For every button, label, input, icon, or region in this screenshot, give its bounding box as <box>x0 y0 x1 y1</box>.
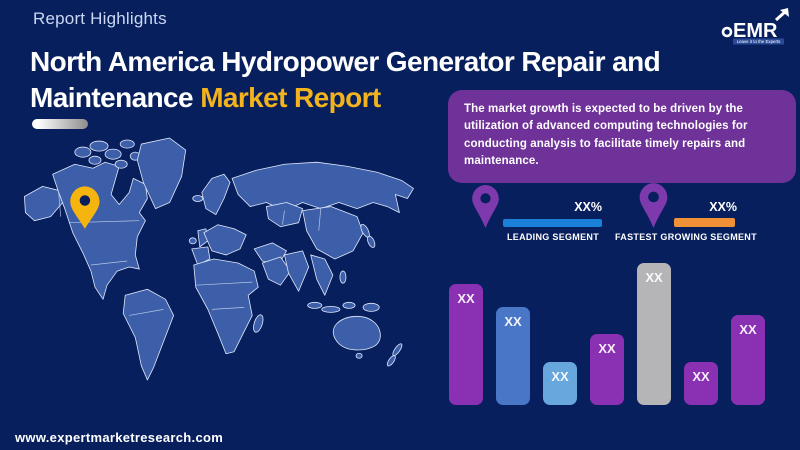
bar-value-label: XX <box>739 322 757 337</box>
map-greenland <box>136 137 187 209</box>
report-highlights-label: Report Highlights <box>33 9 167 28</box>
title-line1: North America Hydropower Generator Repai… <box>30 46 661 77</box>
bar-value-label: XX <box>598 341 616 356</box>
title-divider <box>32 119 88 129</box>
map-alaska <box>24 185 64 222</box>
leading-segment-label: LEADING SEGMENT <box>506 232 599 242</box>
bar-chart: XX XX XX XX XX XX XX <box>449 258 797 405</box>
bar: XX <box>496 307 530 405</box>
leading-segment-bar <box>503 219 602 227</box>
map-australia <box>332 316 381 351</box>
bar-value-label: XX <box>551 369 569 384</box>
logo-tagline: Leave it to the Experts <box>737 39 781 44</box>
world-map <box>24 136 424 388</box>
up-right-arrow-icon <box>774 8 789 22</box>
emr-logo[interactable]: EMR Leave it to the Experts <box>718 7 796 45</box>
fastest-growing-segment-bar <box>674 218 735 227</box>
bar-value-label: XX <box>504 314 522 329</box>
bar-value-label: XX <box>457 291 475 306</box>
map-country-borders <box>58 192 322 316</box>
map-south-america <box>122 288 175 381</box>
fastest-growing-segment-value: XX% <box>709 200 737 214</box>
bar-value-label: XX <box>645 270 663 285</box>
bar-value-label: XX <box>692 369 710 384</box>
logo-ring-icon <box>721 26 733 38</box>
fastest-growing-segment-label: FASTEST GROWING SEGMENT <box>615 232 757 242</box>
page-title: North America Hydropower Generator Repai… <box>30 44 750 116</box>
bar: XX <box>590 334 624 405</box>
logo-tagline-band <box>733 38 784 45</box>
bar: XX <box>449 284 483 405</box>
title-line2-accent: Market Report <box>200 82 381 113</box>
bar: XX <box>731 315 765 405</box>
map-africa <box>193 258 259 355</box>
website-link[interactable]: www.expertmarketresearch.com <box>15 430 224 445</box>
leading-segment-pin-icon <box>470 183 501 230</box>
bar: XX <box>637 263 671 405</box>
map-russia <box>231 161 414 214</box>
emr-logo-icon: EMR Leave it to the Experts <box>721 8 789 45</box>
bar: XX <box>543 362 577 405</box>
title-line2-white: Maintenance <box>30 82 201 113</box>
logo-text: EMR <box>733 20 778 42</box>
map-land <box>24 137 414 381</box>
map-north-america <box>52 161 148 300</box>
market-growth-info-box: The market growth is expected to be driv… <box>448 90 796 183</box>
bar: XX <box>684 362 718 405</box>
fastest-growing-segment-pin-icon <box>637 181 670 230</box>
leading-segment-value: XX% <box>574 200 602 214</box>
map-location-pin-icon <box>70 186 100 229</box>
